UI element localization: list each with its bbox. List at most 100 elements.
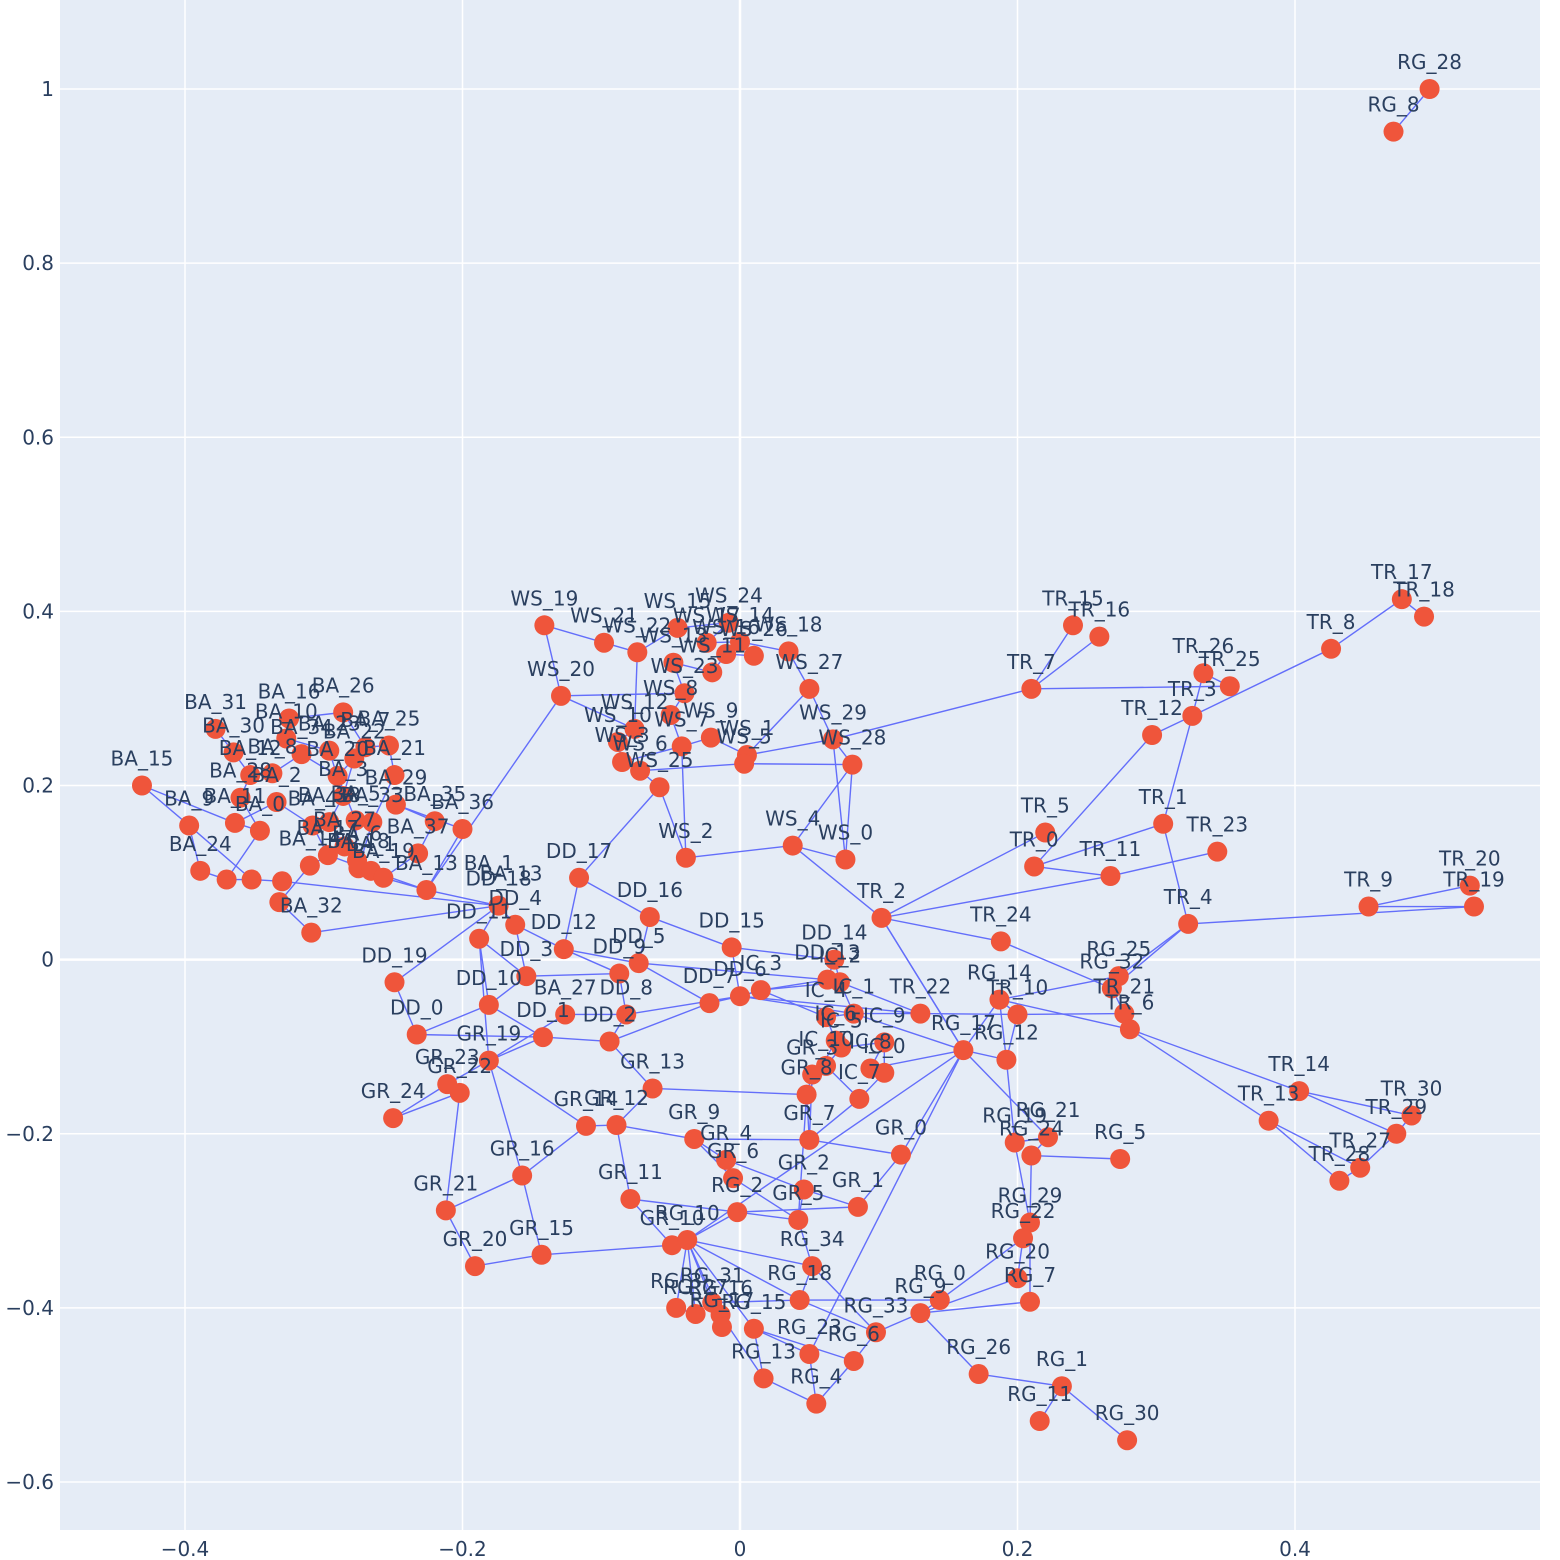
- node-TR_6[interactable]: [1119, 1019, 1140, 1040]
- node-RG_7[interactable]: [1019, 1291, 1040, 1312]
- node-BA_17[interactable]: [317, 845, 338, 866]
- node-TR_25[interactable]: [1219, 676, 1240, 697]
- node-BA_12[interactable]: [240, 765, 261, 786]
- node-GR_1[interactable]: [847, 1196, 868, 1217]
- node-TR_22[interactable]: [910, 1003, 931, 1024]
- node-DD_1[interactable]: [532, 1027, 553, 1048]
- node-RG_18[interactable]: [789, 1290, 810, 1311]
- node-WS_12[interactable]: [624, 718, 645, 739]
- node-WS_0[interactable]: [835, 849, 856, 870]
- node-TR_21[interactable]: [1114, 1003, 1135, 1024]
- node-RG_14[interactable]: [989, 989, 1010, 1010]
- node-GR_24[interactable]: [383, 1108, 404, 1129]
- node-WS_6[interactable]: [630, 760, 651, 781]
- node-RG_13[interactable]: [753, 1368, 774, 1389]
- node-GR_19[interactable]: [478, 1050, 499, 1071]
- node-DD_7[interactable]: [699, 993, 720, 1014]
- node-BA_21[interactable]: [384, 765, 405, 786]
- node-BA_14[interactable]: [299, 855, 320, 876]
- node-TR_9[interactable]: [1358, 896, 1379, 917]
- node-DD_6[interactable]: [730, 986, 750, 1007]
- node-BA_27b[interactable]: [555, 1004, 576, 1025]
- node-BA_13[interactable]: [416, 879, 437, 900]
- node-TR_8[interactable]: [1321, 638, 1342, 659]
- node-BA_33[interactable]: [362, 812, 383, 833]
- node-GR_20[interactable]: [464, 1256, 485, 1277]
- node-TR_18[interactable]: [1414, 606, 1435, 627]
- node-TR_4[interactable]: [1178, 913, 1199, 934]
- node-DD_17[interactable]: [569, 867, 590, 888]
- node-DD_5[interactable]: [628, 953, 649, 974]
- node-RG_30[interactable]: [1117, 1430, 1138, 1451]
- node-RG_1[interactable]: [1051, 1376, 1072, 1397]
- node-IC_1[interactable]: [843, 1003, 864, 1024]
- node-TR_24[interactable]: [990, 931, 1011, 952]
- node-RG_10[interactable]: [677, 1229, 698, 1250]
- node-BA_2[interactable]: [266, 792, 287, 813]
- node-RG_11[interactable]: [1029, 1411, 1050, 1432]
- node-BA_30[interactable]: [223, 742, 244, 763]
- node-IC_4[interactable]: [816, 1007, 837, 1028]
- node-BA_31[interactable]: [205, 718, 226, 739]
- node-GR_13[interactable]: [642, 1078, 663, 1099]
- node-WS_27[interactable]: [799, 678, 820, 699]
- node-WS_22[interactable]: [627, 642, 648, 663]
- node-WS_29[interactable]: [822, 729, 843, 750]
- node-BA_27[interactable]: [334, 836, 355, 857]
- node-IC_7[interactable]: [849, 1088, 870, 1109]
- node-RG_12[interactable]: [996, 1049, 1017, 1070]
- node-TR_2[interactable]: [871, 907, 892, 928]
- node-RG_9[interactable]: [910, 1303, 931, 1324]
- node-BA_19[interactable]: [373, 867, 394, 888]
- node-GR_22[interactable]: [449, 1082, 470, 1103]
- node-DD_18[interactable]: [488, 895, 509, 916]
- node-BA_28[interactable]: [230, 787, 251, 808]
- node-TR_13[interactable]: [1258, 1110, 1279, 1131]
- node-BA_9[interactable]: [179, 815, 200, 836]
- node-IC_2[interactable]: [829, 972, 850, 993]
- node-BA_41[interactable]: [241, 869, 262, 890]
- node-WS_10[interactable]: [607, 731, 628, 752]
- node-BA_37[interactable]: [408, 843, 429, 864]
- node-BA_3[interactable]: [333, 785, 354, 806]
- node-BA_32[interactable]: [301, 922, 322, 943]
- node-WS_24[interactable]: [718, 612, 739, 633]
- node-WS_23[interactable]: [674, 683, 695, 704]
- node-RG_24[interactable]: [1021, 1145, 1042, 1166]
- node-GR_5[interactable]: [788, 1209, 809, 1230]
- node-BA_0[interactable]: [249, 820, 270, 841]
- node-WS_5[interactable]: [734, 753, 755, 774]
- node-WS_3[interactable]: [612, 751, 633, 772]
- node-DD_12[interactable]: [553, 939, 574, 960]
- node-TR_12[interactable]: [1142, 725, 1163, 746]
- node-WS_19[interactable]: [534, 615, 555, 636]
- node-RG_4[interactable]: [806, 1393, 827, 1414]
- node-GR_4[interactable]: [716, 1149, 737, 1170]
- node-BA_22[interactable]: [344, 748, 365, 769]
- node-DD_16[interactable]: [639, 906, 660, 927]
- node-DD_11[interactable]: [469, 928, 490, 949]
- node-WS_15[interactable]: [667, 617, 688, 638]
- node-IC_5[interactable]: [831, 1037, 852, 1058]
- node-TR_7[interactable]: [1021, 678, 1042, 699]
- node-IC_9[interactable]: [874, 1032, 895, 1053]
- node-TR_3[interactable]: [1182, 705, 1203, 726]
- node-WS_11[interactable]: [702, 662, 723, 683]
- node-DD_0[interactable]: [406, 1024, 427, 1045]
- node-RG_5[interactable]: [1110, 1148, 1131, 1169]
- node-WS_25[interactable]: [649, 777, 670, 798]
- node-TR_19[interactable]: [1463, 896, 1484, 917]
- node-BA_20[interactable]: [327, 765, 348, 786]
- node-TR_15[interactable]: [1063, 615, 1083, 636]
- node-BA_34[interactable]: [291, 744, 312, 765]
- node-RG_22[interactable]: [1013, 1228, 1034, 1249]
- node-WS_7[interactable]: [671, 736, 692, 757]
- node-TR_26[interactable]: [1193, 663, 1214, 684]
- node-BA_15[interactable]: [131, 775, 152, 796]
- node-DD_2[interactable]: [599, 1031, 620, 1052]
- node-TR_16[interactable]: [1089, 626, 1110, 647]
- node-WS_14[interactable]: [730, 631, 750, 652]
- node-RG_32[interactable]: [1101, 978, 1122, 999]
- node-TR_30[interactable]: [1401, 1105, 1422, 1126]
- node-GR_10[interactable]: [662, 1235, 683, 1256]
